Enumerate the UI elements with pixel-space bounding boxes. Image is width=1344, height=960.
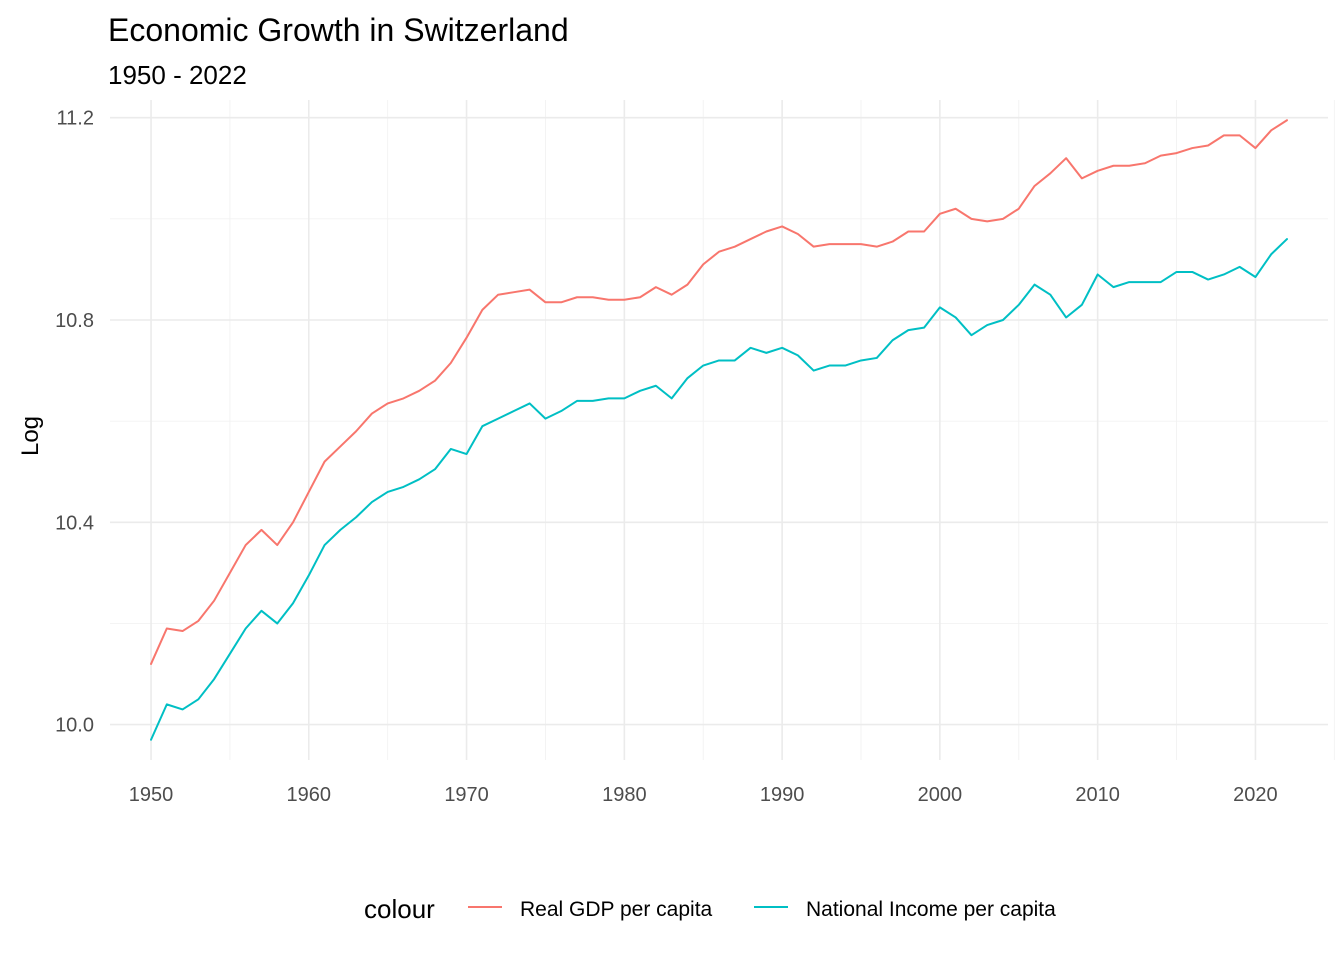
x-tick-label: 1990	[760, 784, 805, 806]
x-tick-label: 2000	[918, 784, 963, 806]
x-tick-label: 2010	[1075, 784, 1120, 806]
x-tick-label: 1960	[287, 784, 332, 806]
x-axis-tick-labels: 1950 1960 1970 1980 1990 2000 2010 2020	[129, 784, 1278, 806]
y-tick-label: 10.0	[55, 715, 94, 737]
y-tick-label: 10.8	[55, 310, 94, 332]
x-tick-label: 1950	[129, 784, 174, 806]
y-tick-label: 10.4	[55, 512, 94, 534]
legend-label: National Income per capita	[806, 898, 1056, 921]
chart-subtitle: 1950 - 2022	[108, 60, 247, 90]
major-gridlines	[110, 100, 1328, 760]
legend: colour Real GDP per capita National Incom…	[364, 894, 1056, 924]
y-tick-label: 11.2	[57, 108, 94, 130]
minor-gridlines	[110, 100, 1335, 760]
legend-title: colour	[364, 894, 435, 924]
x-tick-label: 1980	[602, 784, 647, 806]
y-axis-title: Log	[17, 416, 44, 456]
x-tick-label: 1970	[444, 784, 489, 806]
x-tick-label: 2020	[1233, 784, 1278, 806]
series-lines	[150, 119, 1288, 741]
legend-label: Real GDP per capita	[520, 898, 713, 921]
series-line-national-income-per-capita	[150, 238, 1288, 741]
chart-title: Economic Growth in Switzerland	[108, 12, 569, 48]
series-line-real-gdp-per-capita	[150, 119, 1288, 665]
y-axis-tick-labels: 10.0 10.4 10.8 11.2	[55, 108, 94, 737]
